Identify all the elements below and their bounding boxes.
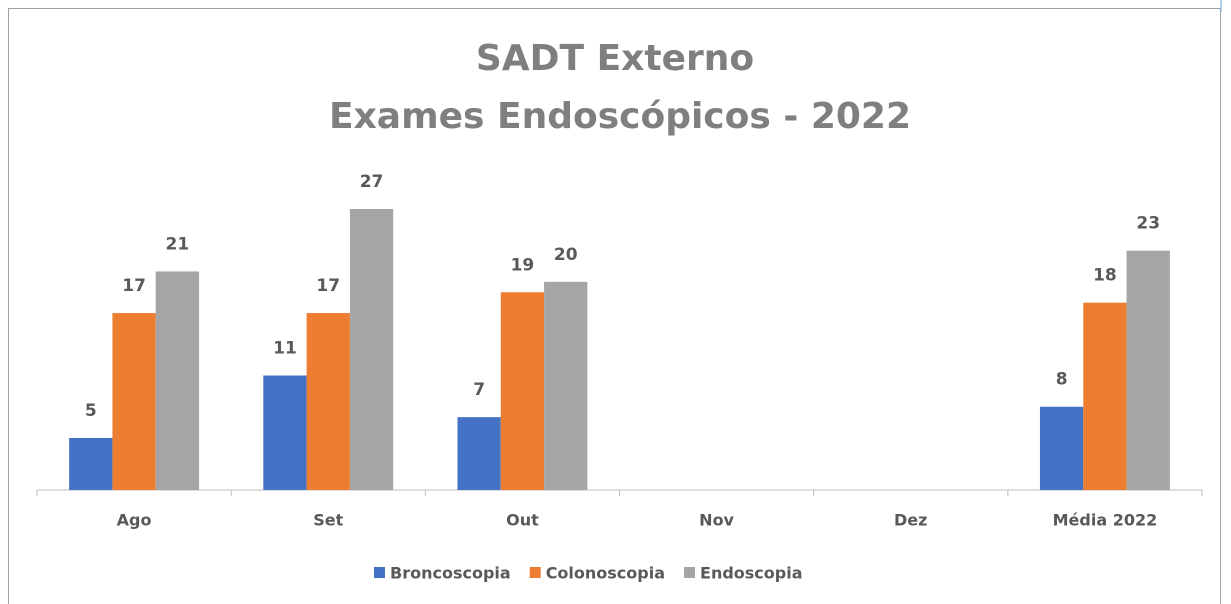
- data-label: 5: [85, 401, 97, 421]
- x-tick-label: Set: [313, 511, 343, 530]
- legend-swatch: [529, 567, 541, 578]
- bar: [544, 281, 588, 490]
- data-label: 8: [1056, 370, 1068, 390]
- bar: [263, 375, 307, 490]
- data-label: 7: [473, 380, 485, 400]
- bar: [500, 292, 545, 490]
- chart-frame: [8, 8, 1221, 604]
- legend-swatch: [374, 567, 385, 578]
- data-label: 19: [511, 255, 535, 275]
- legend-label: Colonoscopia: [546, 564, 665, 583]
- bar: [155, 271, 200, 490]
- bar: [1083, 302, 1127, 490]
- legend-label: Endoscopia: [700, 564, 803, 583]
- x-tick-label: Dez: [894, 511, 927, 530]
- data-label: 11: [273, 339, 297, 359]
- bar: [457, 417, 501, 490]
- data-label: 27: [360, 172, 384, 192]
- bar: [306, 313, 350, 490]
- bar: [349, 209, 394, 490]
- data-label: 17: [122, 276, 146, 296]
- data-label: 21: [166, 234, 190, 254]
- x-tick-label: Ago: [117, 511, 152, 530]
- bar: [1126, 250, 1170, 490]
- bar: [69, 437, 113, 490]
- legend-swatch: [684, 567, 696, 578]
- chart-title: Exames Endoscópicos - 2022: [329, 96, 911, 137]
- data-label: 23: [1136, 214, 1160, 234]
- x-tick-label: Out: [506, 511, 539, 530]
- data-label: 18: [1093, 266, 1117, 286]
- x-tick-label: Média 2022: [1053, 511, 1158, 530]
- data-label: 20: [554, 245, 578, 265]
- bar: [1039, 406, 1084, 490]
- chart-title: SADT Externo: [476, 38, 754, 79]
- x-tick-label: Nov: [699, 511, 734, 530]
- legend-label: Broncoscopia: [390, 564, 511, 583]
- data-label: 17: [316, 276, 340, 296]
- bar: [112, 313, 156, 490]
